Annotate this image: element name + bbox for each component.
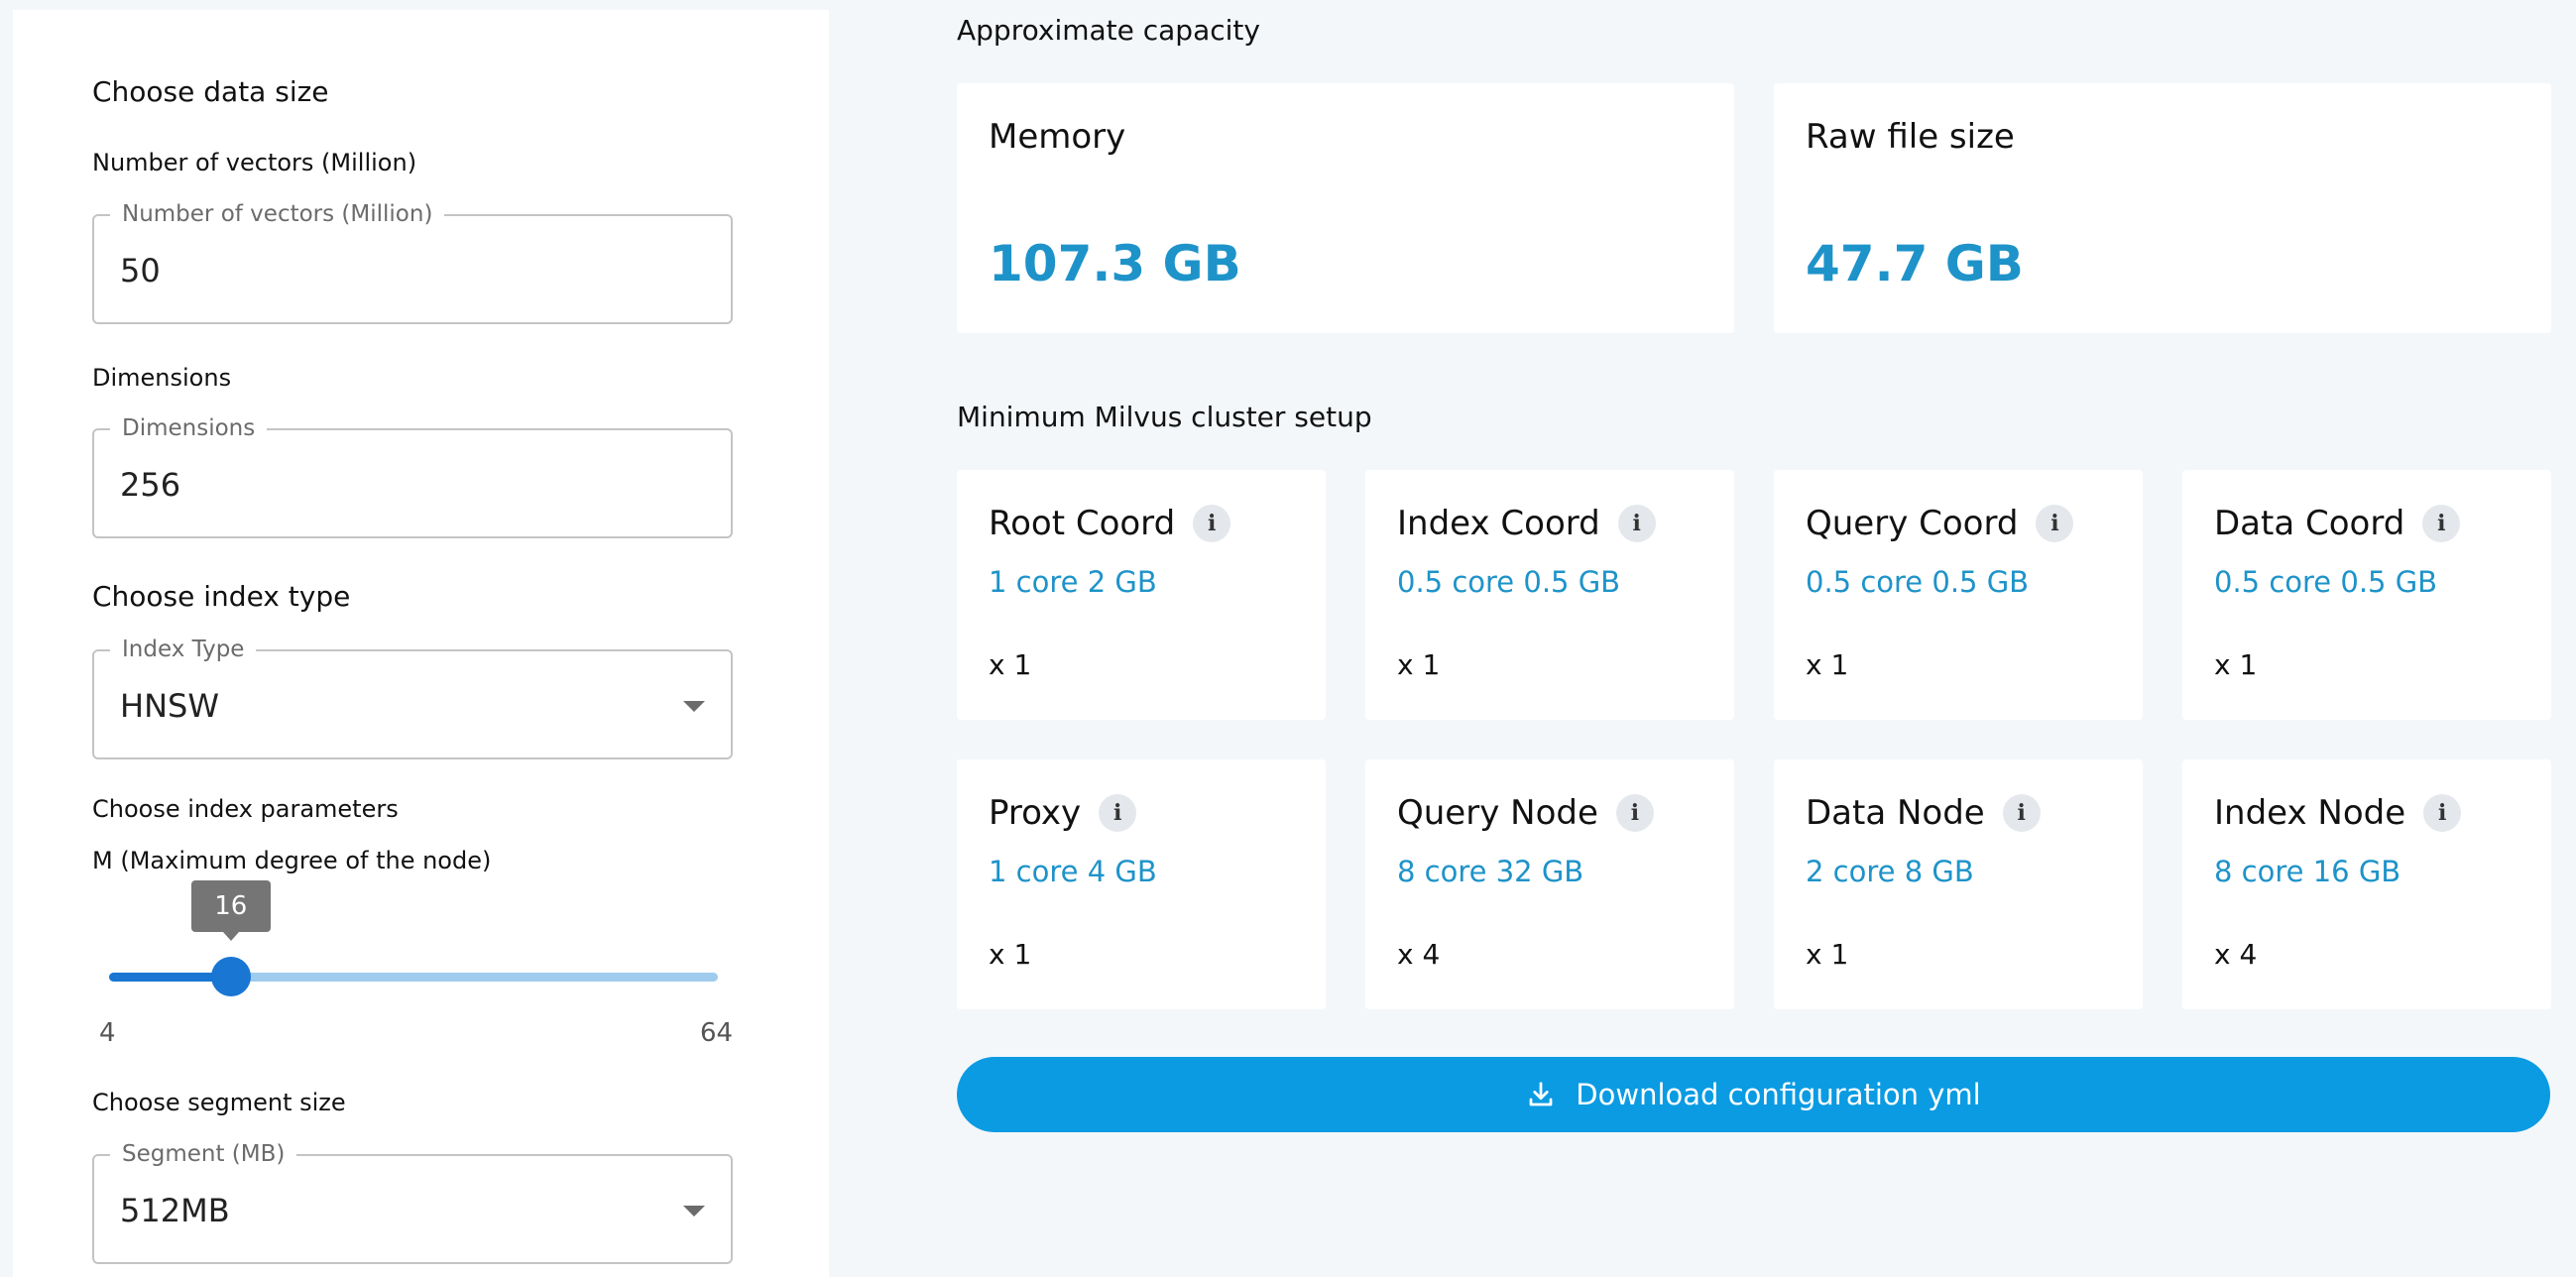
info-icon[interactable]: i — [2002, 794, 2041, 832]
vectors-field[interactable]: Number of vectors (Million) 50 — [92, 201, 733, 324]
node-card-data-coord: Data Coord i 0.5 core 0.5 GB x 1 — [2182, 470, 2551, 720]
node-count: x 1 — [1397, 648, 1441, 681]
info-icon[interactable]: i — [2423, 794, 2462, 832]
node-spec: 1 core 4 GB — [989, 855, 1157, 888]
node-spec: 0.5 core 0.5 GB — [1806, 565, 2030, 599]
index-params-heading: Choose index parameters — [92, 795, 399, 823]
node-count: x 4 — [1397, 938, 1441, 971]
m-slider-track[interactable] — [109, 973, 718, 982]
memory-card: Memory 107.3 GB — [957, 83, 1734, 333]
raw-file-value: 47.7 GB — [1806, 235, 2024, 292]
raw-file-card: Raw file size 47.7 GB — [1774, 83, 2551, 333]
vectors-caption: Number of vectors (Million) — [92, 149, 417, 176]
segment-select[interactable]: Segment (MB) 512MB — [92, 1141, 733, 1264]
m-param-label: M (Maximum degree of the node) — [92, 847, 492, 874]
m-slider-tooltip: 16 — [190, 880, 271, 941]
node-count: x 1 — [989, 648, 1032, 681]
info-icon[interactable]: i — [1615, 794, 1654, 832]
memory-title: Memory — [989, 117, 1126, 157]
m-slider-min: 4 — [99, 1018, 116, 1048]
download-config-button[interactable]: Download configuration yml — [957, 1057, 2550, 1132]
node-card-index-coord: Index Coord i 0.5 core 0.5 GB x 1 — [1365, 470, 1734, 720]
index-type-heading: Choose index type — [92, 580, 351, 613]
node-title: Root Coord — [989, 504, 1176, 543]
index-type-value[interactable]: HNSW — [120, 687, 219, 725]
dimensions-field-legend: Dimensions — [110, 415, 268, 441]
download-icon — [1529, 1082, 1553, 1106]
info-icon[interactable]: i — [1099, 794, 1137, 832]
node-title: Query Node — [1397, 793, 1598, 833]
config-panel: Choose data size Number of vectors (Mill… — [13, 10, 829, 1277]
cluster-heading: Minimum Milvus cluster setup — [957, 401, 1372, 433]
node-card-query-node: Query Node i 8 core 32 GB x 4 — [1365, 759, 1734, 1009]
node-spec: 8 core 32 GB — [1397, 855, 1584, 888]
node-title: Proxy — [989, 793, 1082, 833]
chevron-down-icon[interactable] — [683, 701, 705, 712]
node-title: Data Node — [1806, 793, 1985, 833]
dimensions-caption: Dimensions — [92, 364, 232, 392]
node-card-index-node: Index Node i 8 core 16 GB x 4 — [2182, 759, 2551, 1009]
node-spec: 0.5 core 0.5 GB — [1397, 565, 1621, 599]
download-button-label: Download configuration yml — [1576, 1078, 1981, 1111]
node-spec: 0.5 core 0.5 GB — [2214, 565, 2438, 599]
m-slider-fill — [109, 973, 231, 982]
node-title: Data Coord — [2214, 504, 2405, 543]
dimensions-field-value[interactable]: 256 — [120, 466, 181, 504]
data-size-heading: Choose data size — [92, 75, 329, 108]
node-card-data-node: Data Node i 2 core 8 GB x 1 — [1774, 759, 2143, 1009]
node-card-proxy: Proxy i 1 core 4 GB x 1 — [957, 759, 1326, 1009]
segment-legend: Segment (MB) — [110, 1141, 297, 1167]
chevron-down-icon[interactable] — [683, 1206, 705, 1217]
node-card-query-coord: Query Coord i 0.5 core 0.5 GB x 1 — [1774, 470, 2143, 720]
m-slider-thumb[interactable] — [210, 957, 251, 996]
info-icon[interactable]: i — [1617, 505, 1656, 542]
node-title: Index Node — [2214, 793, 2406, 833]
node-count: x 1 — [1806, 938, 1849, 971]
node-title: Query Coord — [1806, 504, 2019, 543]
node-count: x 4 — [2214, 938, 2258, 971]
index-type-legend: Index Type — [110, 637, 257, 662]
node-card-root-coord: Root Coord i 1 core 2 GB x 1 — [957, 470, 1326, 720]
dimensions-field[interactable]: Dimensions 256 — [92, 415, 733, 538]
raw-file-title: Raw file size — [1806, 117, 2015, 157]
info-icon[interactable]: i — [1193, 505, 1231, 542]
node-title: Index Coord — [1397, 504, 1600, 543]
segment-heading: Choose segment size — [92, 1089, 346, 1116]
vectors-field-value[interactable]: 50 — [120, 252, 161, 290]
node-spec: 1 core 2 GB — [989, 565, 1157, 599]
vectors-field-legend: Number of vectors (Million) — [110, 201, 445, 227]
memory-value: 107.3 GB — [989, 235, 1241, 292]
node-count: x 1 — [989, 938, 1032, 971]
node-count: x 1 — [2214, 648, 2258, 681]
capacity-heading: Approximate capacity — [957, 14, 1260, 47]
node-count: x 1 — [1806, 648, 1849, 681]
node-spec: 2 core 8 GB — [1806, 855, 1974, 888]
m-slider-max: 64 — [700, 1018, 734, 1048]
segment-value[interactable]: 512MB — [120, 1192, 230, 1229]
info-icon[interactable]: i — [2036, 505, 2074, 542]
info-icon[interactable]: i — [2422, 505, 2461, 542]
index-type-select[interactable]: Index Type HNSW — [92, 637, 733, 759]
node-spec: 8 core 16 GB — [2214, 855, 2401, 888]
